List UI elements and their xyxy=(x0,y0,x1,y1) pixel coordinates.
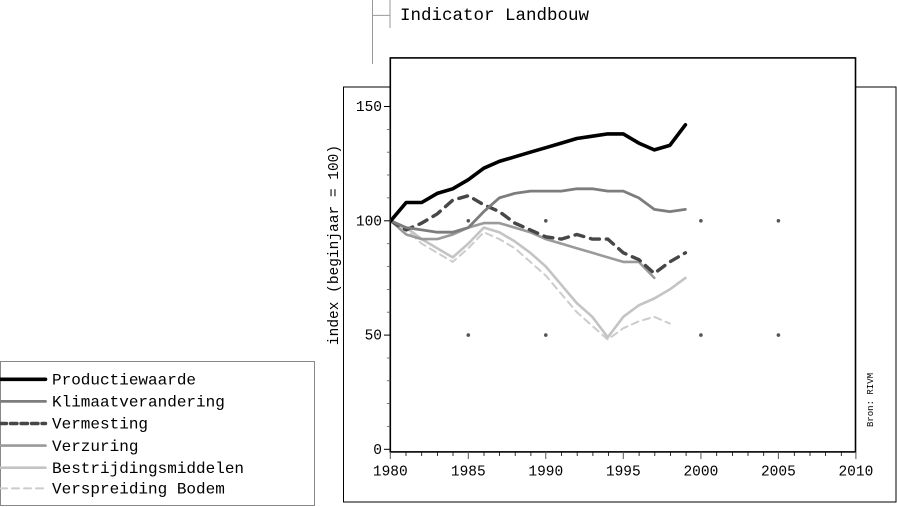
svg-text:Productiewaarde: Productiewaarde xyxy=(52,372,196,390)
svg-text:Verzuring: Verzuring xyxy=(52,438,138,456)
svg-text:Indicator Landbouw: Indicator Landbouw xyxy=(400,6,590,26)
svg-text:50: 50 xyxy=(365,329,382,345)
svg-text:Bron: RIVM: Bron: RIVM xyxy=(866,373,876,427)
svg-text:Verspreiding Bodem: Verspreiding Bodem xyxy=(52,481,225,499)
svg-text:1995: 1995 xyxy=(606,465,641,481)
svg-text:100: 100 xyxy=(356,214,382,230)
svg-text:1985: 1985 xyxy=(451,465,486,481)
svg-text:Vermesting: Vermesting xyxy=(52,416,148,434)
svg-text:1980: 1980 xyxy=(373,465,408,481)
svg-text:2010: 2010 xyxy=(838,465,873,481)
svg-text:0: 0 xyxy=(373,443,382,459)
svg-text:150: 150 xyxy=(356,100,382,116)
svg-text:2000: 2000 xyxy=(683,465,718,481)
svg-text:Klimaatverandering: Klimaatverandering xyxy=(52,394,225,412)
svg-text:1990: 1990 xyxy=(528,465,563,481)
svg-text:Bestrijdingsmiddelen: Bestrijdingsmiddelen xyxy=(52,460,244,478)
svg-text:index (beginjaar = 100): index (beginjaar = 100) xyxy=(327,145,343,345)
svg-text:2005: 2005 xyxy=(761,465,796,481)
